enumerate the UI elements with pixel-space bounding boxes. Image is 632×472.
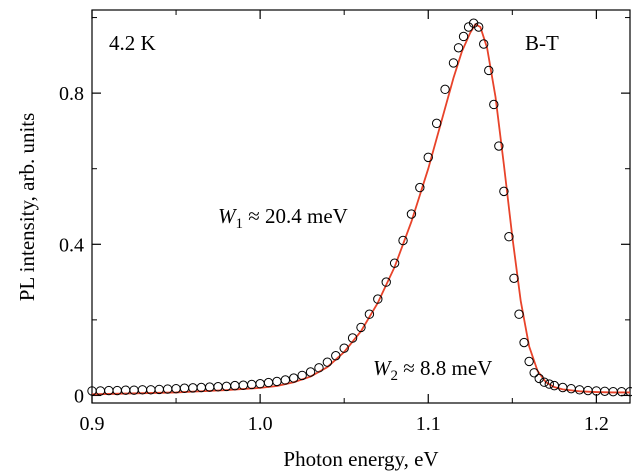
measured-points-layer (88, 19, 632, 396)
fit-curve-layer (92, 24, 630, 394)
data-point (559, 383, 567, 391)
data-point (525, 357, 533, 365)
data-point (306, 368, 314, 376)
data-point (441, 85, 449, 93)
w2-value: ≈ 8.8 meV (398, 356, 492, 380)
data-point (281, 376, 289, 384)
w2-annotation: W2 ≈ 8.8 meV (373, 356, 492, 384)
data-point (432, 119, 440, 127)
data-point (567, 384, 575, 392)
data-point (575, 386, 583, 394)
data-point (273, 377, 281, 385)
x-tick-label: 1.2 (584, 413, 609, 435)
data-point (248, 380, 256, 388)
w1-subscript: 1 (236, 216, 244, 232)
data-point (592, 387, 600, 395)
w1-annotation: W1 ≈ 20.4 meV (218, 204, 348, 232)
x-axis-label: Photon energy, eV (283, 447, 438, 471)
w1-value: ≈ 20.4 meV (243, 204, 348, 228)
y-axis-label: PL intensity, arb. units (15, 113, 39, 302)
data-point (290, 374, 298, 382)
data-point (449, 59, 457, 67)
plot-frame (92, 10, 630, 403)
data-point (515, 310, 523, 318)
y-tick-label: 0.4 (59, 234, 84, 256)
data-point (298, 371, 306, 379)
data-point (530, 369, 538, 377)
data-point (323, 358, 331, 366)
fit-curve (92, 24, 630, 394)
data-point (264, 378, 272, 386)
y-tick-label: 0 (74, 385, 84, 407)
w2-subscript: 2 (391, 368, 399, 384)
x-tick-label: 0.9 (80, 413, 105, 435)
x-tick-label: 1.0 (248, 413, 273, 435)
x-tick-label: 1.1 (416, 413, 441, 435)
y-tick-label: 0.8 (59, 83, 84, 105)
data-point (584, 386, 592, 394)
band-annotation: B-T (525, 31, 559, 55)
data-point (459, 32, 467, 40)
data-point (454, 44, 462, 52)
data-point (520, 338, 528, 346)
data-point (256, 380, 264, 388)
temperature-annotation: 4.2 K (109, 31, 156, 55)
data-point (231, 381, 239, 389)
